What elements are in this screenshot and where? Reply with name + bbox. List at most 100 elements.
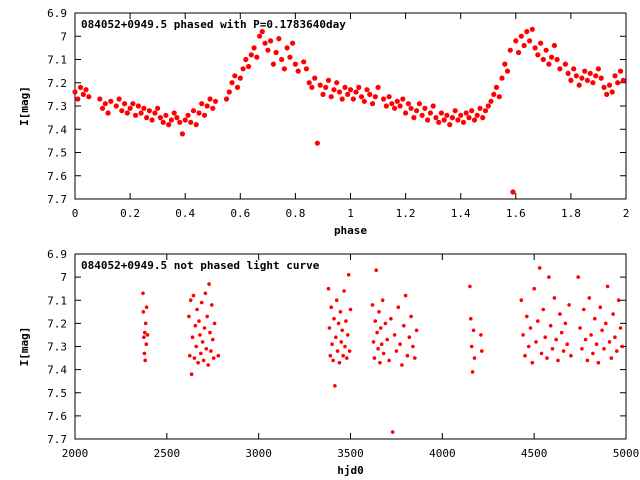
panel-2-data-point (548, 323, 553, 328)
panel-1-data-point (549, 54, 555, 60)
panel-1-data-point (166, 122, 172, 128)
panel-1-data-point (160, 119, 166, 125)
panel-2-data-point (547, 275, 551, 279)
panel-2-data-point (376, 347, 380, 351)
panel-2-y-tick-label: 7 (60, 271, 67, 284)
panel-1-data-point (119, 108, 125, 114)
panel-1-data-point (447, 122, 453, 128)
panel-2-data-point (589, 333, 593, 337)
panel-1-data-point (281, 66, 287, 72)
panel-2-data-point (144, 305, 149, 310)
panel-1-data-point (223, 96, 230, 102)
panel-2-data-point (370, 303, 375, 307)
panel-2-data-point (413, 356, 417, 360)
panel-1-data-point (279, 56, 285, 63)
panel-2-data-point (202, 326, 207, 330)
panel-2-data-point (212, 321, 217, 326)
panel-2-data-point (338, 310, 343, 314)
panel-1-y-tick-label: 7.5 (47, 147, 67, 160)
panel-1-data-point (535, 52, 541, 58)
panel-1-data-point (386, 94, 392, 100)
panel-2-data-point (541, 307, 546, 312)
panel-1-data-point (102, 101, 108, 107)
panel-1-y-tick-label: 7.6 (47, 170, 67, 183)
panel-2-data-point (532, 286, 536, 291)
panel-1-data-point (295, 68, 301, 74)
panel-1-data-point (565, 70, 571, 76)
panel-1-data-point (562, 61, 569, 67)
panel-2-data-point (333, 384, 337, 388)
panel-1-data-point (449, 115, 455, 121)
panel-2-data-point (414, 328, 419, 333)
panel-2-data-point (373, 319, 378, 323)
panel-1-data-point (312, 75, 318, 81)
panel-2-data-point (192, 356, 197, 360)
panel-1-data-point (612, 73, 618, 79)
panel-2-data-point (331, 358, 335, 363)
panel-2-data-point (380, 298, 385, 303)
panel-2-chart-title: 084052+0949.5 not phased light curve (81, 259, 320, 272)
panel-1-data-point (199, 101, 205, 107)
panel-1-data-point (325, 77, 332, 83)
panel-1-x-tick-label: 1.8 (561, 207, 581, 220)
panel-1-data-point (615, 80, 621, 86)
panel-2-data-point (616, 298, 621, 303)
panel-2-data-point (582, 307, 586, 312)
panel-2-x-tick-label: 4000 (429, 447, 456, 460)
panel-1-y-tick-label: 6.9 (47, 7, 67, 20)
panel-2-data-point (607, 340, 612, 344)
panel-2-data-point (387, 358, 391, 363)
panel-1-data-point (196, 110, 202, 116)
panel-2-data-point (188, 298, 193, 303)
panel-1-data-point (408, 105, 414, 111)
panel-1-data-point (540, 56, 546, 63)
panel-1-data-point (149, 117, 155, 123)
panel-1-data-point (276, 36, 282, 42)
panel-2-data-point (400, 363, 404, 367)
panel-2-data-point (204, 347, 209, 351)
panel-1-data-point (458, 112, 464, 118)
panel-2-data-point (345, 356, 349, 360)
panel-1-data-point (546, 61, 552, 67)
panel-1-data-point (604, 91, 610, 97)
panel-1-data-point (372, 94, 378, 100)
panel-2-data-point (525, 314, 529, 319)
panel-2-data-point (479, 333, 483, 337)
panel-1-data-point (124, 110, 130, 116)
panel-1-data-point (246, 63, 252, 70)
panel-2-data-point (593, 316, 597, 321)
panel-1-data-point (471, 117, 478, 123)
panel-2-data-point (567, 303, 571, 307)
panel-2-data-point (569, 353, 573, 358)
panel-2-data-point (199, 351, 203, 356)
panel-2-y-tick-label: 7.2 (47, 317, 67, 330)
panel-1-data-point (336, 89, 343, 95)
panel-1-data-point (350, 96, 356, 102)
panel-1-data-point (185, 112, 191, 118)
panel-1-data-point (397, 103, 403, 109)
panel-2-data-point (209, 349, 213, 353)
panel-1-data-point (367, 91, 373, 97)
panel-1-data-point (75, 96, 81, 102)
panel-1-data-point (201, 112, 208, 118)
panel-2-data-point (537, 266, 542, 270)
panel-2-data-point (216, 353, 221, 358)
panel-2-data-point (207, 282, 211, 286)
panel-1-data-point (157, 115, 163, 121)
panel-1-data-point (496, 94, 502, 100)
panel-2-data-point (565, 342, 569, 347)
panel-1-data-point (593, 73, 599, 79)
panel-1-data-point (268, 38, 274, 44)
panel-1-data-point (284, 45, 290, 51)
panel-2-y-axis-label: I[mag] (18, 327, 31, 367)
panel-2-data-point (559, 330, 564, 335)
panel-2-data-point (543, 335, 547, 340)
panel-2-data-point (379, 326, 383, 330)
panel-2-data-point (580, 347, 584, 351)
panel-2-data-point (189, 372, 194, 377)
panel-1-data-point (568, 77, 574, 83)
panel-1-data-point (72, 89, 78, 95)
panel-1-data-point (177, 119, 183, 125)
panel-1-data-point (259, 29, 265, 35)
panel-2-data-point (348, 307, 353, 312)
